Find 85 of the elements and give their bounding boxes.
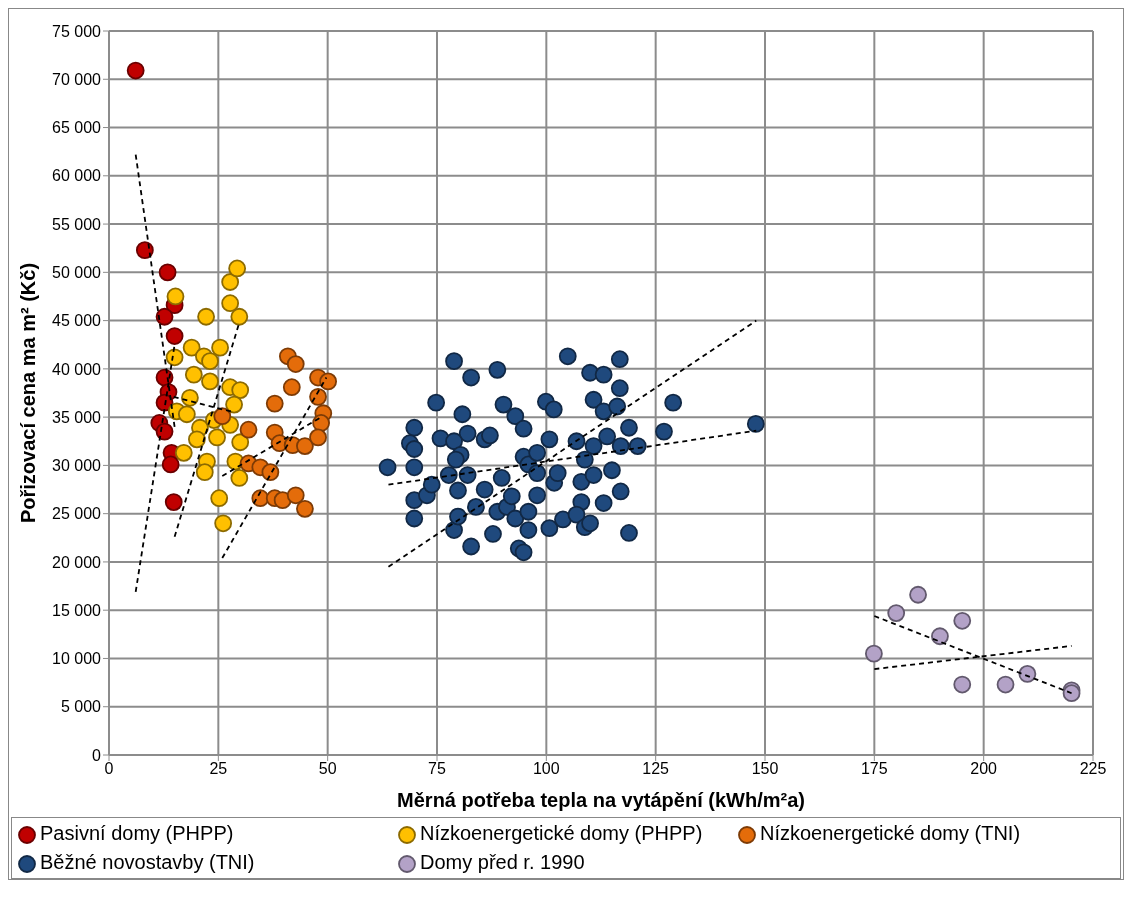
y-tick-label: 25 000 (52, 505, 102, 523)
x-tick-label: 125 (642, 760, 670, 778)
point (211, 338, 229, 357)
x-tick-label: 200 (970, 760, 998, 778)
point (282, 378, 301, 397)
point (865, 644, 883, 663)
point (161, 455, 180, 474)
x-tick-label: 50 (318, 760, 337, 778)
point (996, 675, 1015, 694)
point (184, 365, 203, 384)
y-tick-label: 0 (92, 746, 102, 764)
point (155, 422, 174, 441)
y-tick-label: 45 000 (52, 312, 102, 330)
point (1018, 665, 1037, 683)
point (953, 675, 972, 694)
point (126, 61, 145, 80)
x-tick-label: 100 (532, 760, 560, 778)
point (214, 514, 233, 533)
point (230, 469, 249, 487)
point (197, 307, 215, 326)
y-tick-label: 40 000 (52, 360, 102, 378)
y-tick-label: 50 000 (52, 264, 102, 282)
point (909, 585, 927, 604)
point (195, 463, 214, 482)
point (164, 493, 183, 511)
point (225, 395, 243, 414)
y-tick-label: 70 000 (52, 70, 102, 88)
point (887, 604, 906, 622)
point (296, 437, 314, 455)
y-tick-label: 75 000 (52, 22, 102, 40)
x-tick-label: 150 (751, 760, 779, 778)
y-tick-label: 60 000 (52, 167, 102, 185)
y-tick-label: 20 000 (52, 553, 102, 571)
point (177, 405, 196, 424)
y-tick-label: 65 000 (52, 119, 102, 137)
point (319, 372, 337, 391)
point (221, 273, 240, 291)
legend-label: Nízkoenergetické domy (TNI) (760, 822, 1021, 844)
point (182, 338, 201, 357)
point (166, 287, 185, 306)
x-tick-label: 225 (1079, 760, 1107, 778)
point (931, 627, 949, 646)
point (309, 387, 327, 406)
point (188, 430, 206, 449)
y-axis-title: Pořizovací cena ma m² (Kč) (17, 262, 39, 524)
point (228, 259, 247, 278)
x-tick-label: 75 (428, 760, 446, 778)
point (155, 307, 174, 326)
x-tick-label: 0 (104, 760, 114, 778)
point (953, 611, 972, 630)
x-axis-title: Měrná potřeba tepla na vytápění (kWh/m²a) (397, 789, 805, 811)
point (158, 263, 177, 282)
point (286, 486, 305, 505)
legend-label: Běžné novostavby (TNI) (40, 851, 255, 873)
point (165, 348, 184, 367)
point (230, 307, 249, 326)
point (181, 388, 199, 407)
point (165, 327, 184, 345)
y-tick-label: 10 000 (52, 650, 102, 668)
point (221, 294, 240, 313)
y-tick-label: 55 000 (52, 215, 102, 233)
y-tick-label: 5 000 (60, 698, 102, 716)
point (210, 489, 229, 508)
y-tick-label: 30 000 (52, 457, 102, 475)
point (231, 433, 250, 452)
x-tick-label: 175 (860, 760, 888, 778)
legend-label: Pasivní domy (PHPP) (40, 822, 234, 844)
point (296, 499, 314, 518)
point (174, 443, 193, 462)
point (201, 352, 219, 371)
point (309, 428, 327, 447)
point (261, 463, 280, 482)
point (208, 428, 226, 447)
y-tick-label: 35 000 (52, 408, 102, 426)
point (213, 407, 232, 426)
point (265, 394, 284, 413)
point (231, 381, 250, 399)
point (286, 355, 305, 373)
x-tick-label: 25 (209, 760, 228, 778)
point (135, 241, 154, 260)
point (239, 420, 258, 439)
legend-label: Nízkoenergetické domy (PHPP) (420, 822, 703, 844)
legend-label: Domy před r. 1990 (420, 851, 585, 873)
y-tick-label: 15 000 (52, 601, 102, 619)
point (201, 372, 219, 391)
